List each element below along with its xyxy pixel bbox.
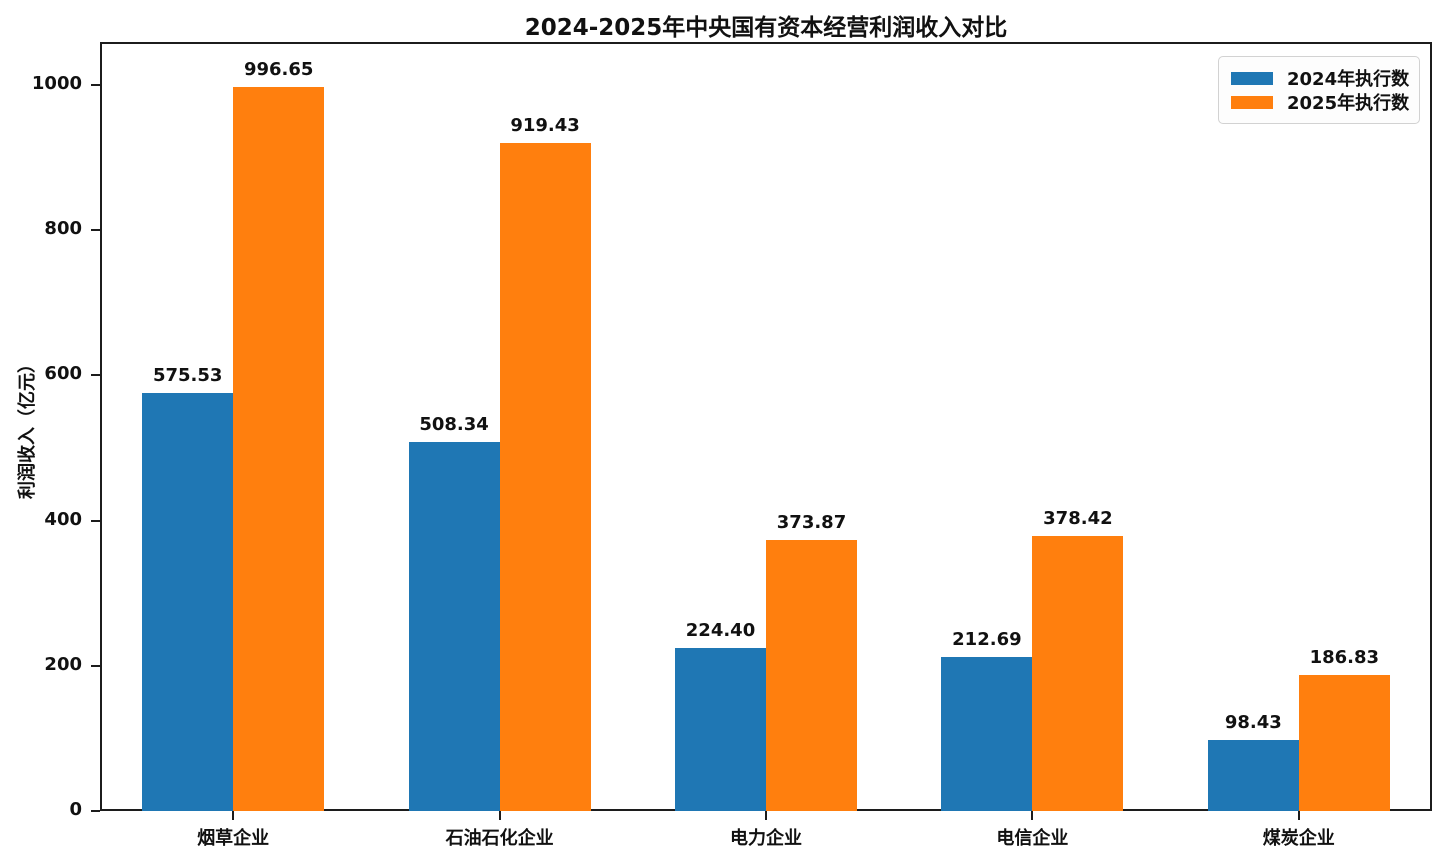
- x-tick: [232, 811, 235, 820]
- legend-item-2024: 2024年执行数: [1231, 66, 1410, 90]
- bar-value-label: 996.65: [243, 59, 314, 81]
- bar-2024-cat-1: [408, 441, 500, 811]
- legend: 2024年执行数 2025年执行数: [1218, 56, 1420, 124]
- bar-value-label: 98.43: [1224, 711, 1282, 733]
- bar-value-label: 575.53: [152, 365, 223, 387]
- bar-2024-cat-3: [941, 656, 1033, 811]
- x-tick: [498, 811, 501, 820]
- bar-2025-cat-3: [1032, 536, 1124, 811]
- x-tick-label-cat-4: 煤炭企业: [1262, 828, 1335, 849]
- bar-2024-cat-4: [1207, 739, 1299, 811]
- y-tick-label: 0: [69, 799, 82, 820]
- bar-value-label: 186.83: [1309, 647, 1380, 669]
- bar-2024-cat-0: [142, 393, 234, 811]
- y-tick-label: 600: [44, 363, 82, 385]
- bar-2025-cat-0: [233, 87, 325, 811]
- legend-label-2025: 2025年执行数: [1287, 93, 1410, 114]
- x-tick-label-cat-1: 石油石化企业: [445, 828, 554, 849]
- x-tick: [1297, 811, 1300, 820]
- bar-value-label: 508.34: [419, 413, 489, 435]
- bar-2025-cat-2: [766, 539, 857, 811]
- legend-label-2024: 2024年执行数: [1287, 69, 1410, 90]
- y-tick: [91, 519, 100, 522]
- bar-2024-cat-2: [675, 648, 766, 811]
- bar-value-label: 378.42: [1043, 508, 1113, 530]
- y-tick: [91, 83, 100, 86]
- x-tick-label-cat-3: 电信企业: [996, 828, 1069, 849]
- x-tick: [765, 811, 767, 820]
- chart-title: 2024-2025年中央国有资本经营利润收入对比: [524, 15, 1008, 41]
- y-tick: [91, 664, 100, 667]
- x-tick: [1031, 811, 1034, 820]
- bar-2025-cat-4: [1298, 675, 1390, 811]
- bar-value-label: 212.69: [952, 628, 1022, 650]
- bar-2025-cat-1: [499, 143, 591, 811]
- bar-value-label: 224.40: [685, 620, 756, 642]
- y-tick-label: 1000: [31, 72, 82, 94]
- x-tick-label-cat-0: 烟草企业: [197, 828, 270, 849]
- y-tick: [91, 229, 100, 232]
- legend-swatch-2024-icon: [1231, 71, 1273, 85]
- bar-value-label: 919.43: [510, 115, 580, 137]
- y-tick-label: 200: [44, 653, 82, 675]
- y-tick: [91, 810, 100, 812]
- legend-item-2025: 2025年执行数: [1231, 90, 1410, 114]
- y-tick-label: 400: [44, 508, 82, 530]
- legend-swatch-2025-icon: [1231, 95, 1273, 109]
- bar-value-label: 373.87: [776, 511, 847, 533]
- y-tick-label: 800: [44, 218, 82, 240]
- y-tick: [91, 374, 100, 377]
- x-tick-label-cat-2: 电力企业: [730, 828, 802, 849]
